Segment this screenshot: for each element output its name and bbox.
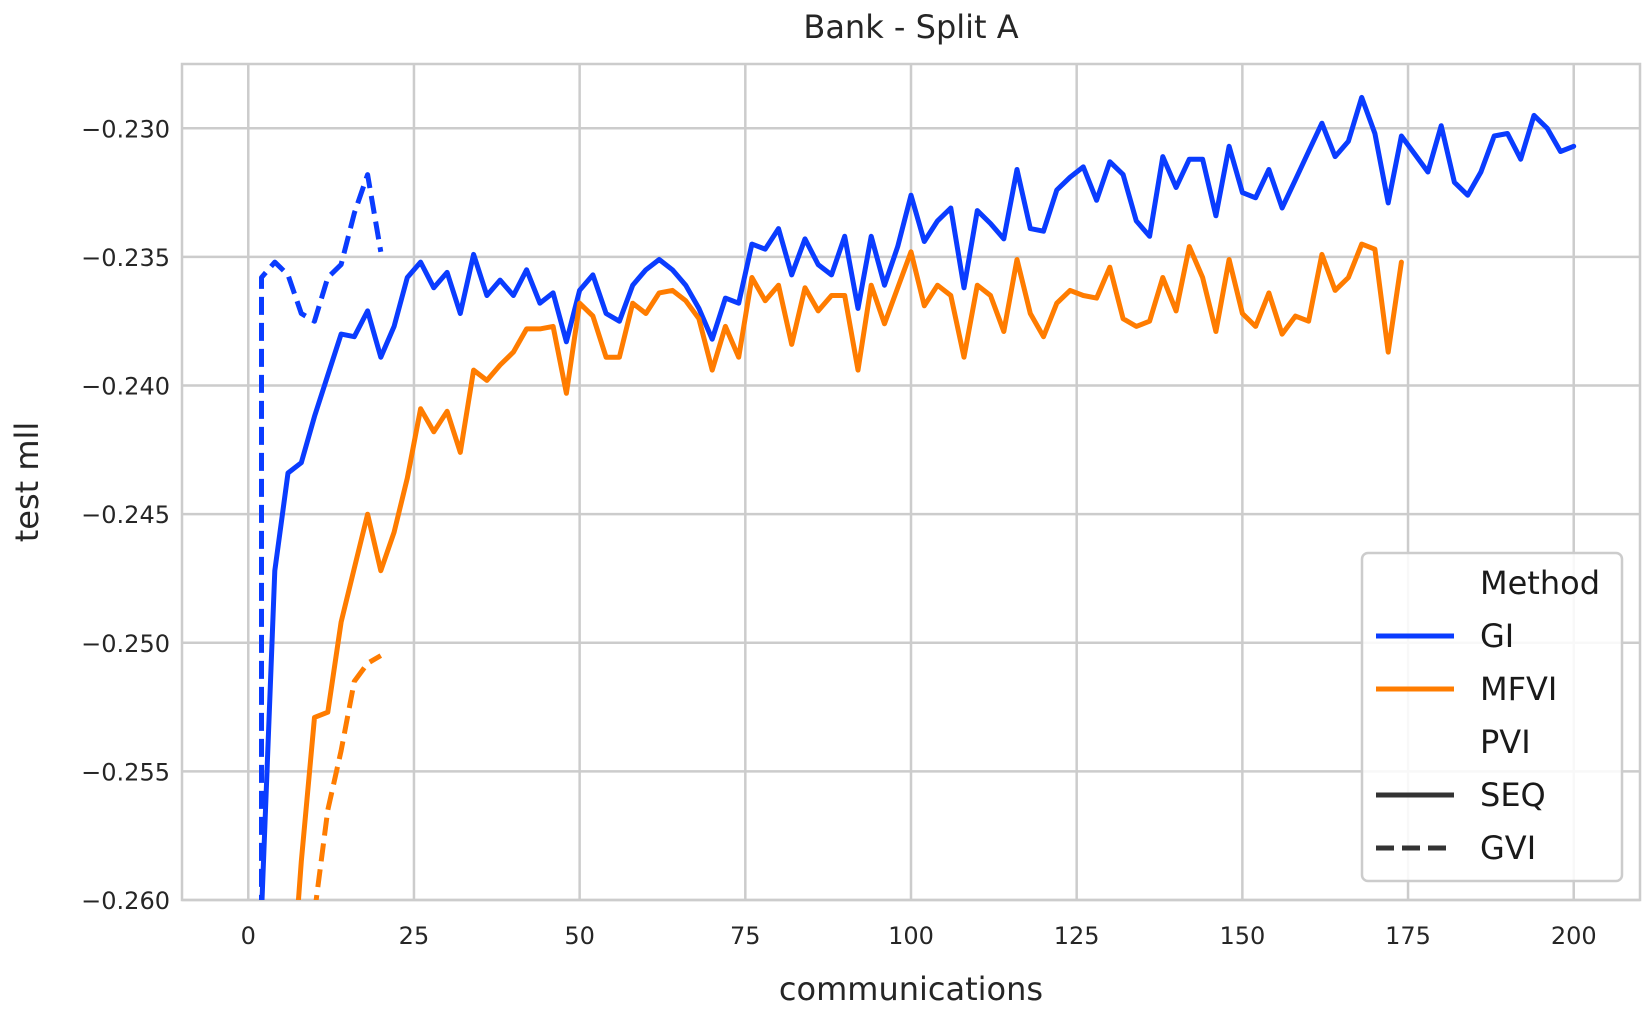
- x-tick-label: 200: [1551, 922, 1597, 950]
- y-tick-label: −0.260: [81, 887, 170, 915]
- plot-frame: [180, 62, 1642, 902]
- x-tick-label: 100: [888, 922, 934, 950]
- y-tick-label: −0.230: [81, 115, 170, 143]
- x-axis-ticks: 0 25 50 75 100 125 150 175 200: [241, 922, 1597, 950]
- x-tick-label: 25: [399, 922, 430, 950]
- y-axis-ticks: −0.260 −0.255 −0.250 −0.245 −0.240 −0.235 −0.2…: [81, 115, 170, 915]
- chart-title: Bank - Split A: [803, 8, 1018, 46]
- legend-label-seq: SEQ: [1480, 776, 1546, 814]
- y-tick-label: −0.255: [81, 758, 170, 786]
- x-tick-label: 175: [1385, 922, 1431, 950]
- x-tick-label: 150: [1219, 922, 1265, 950]
- x-tick-label: 50: [564, 922, 595, 950]
- legend-label-gvi: GVI: [1480, 829, 1536, 867]
- legend-label-method: Method: [1480, 564, 1600, 602]
- legend: Method GI MFVI PVI SEQ GVI: [1360, 551, 1624, 883]
- legend-label-gi: GI: [1480, 617, 1514, 655]
- series-layer: [259, 94, 1577, 900]
- y-tick-label: −0.250: [81, 630, 170, 658]
- x-axis-label: communications: [779, 970, 1043, 1008]
- y-tick-label: −0.240: [81, 373, 170, 401]
- y-tick-label: −0.245: [81, 501, 170, 529]
- series-line-mfvi-gvi: [313, 653, 383, 900]
- legend-label-pvi: PVI: [1480, 723, 1531, 761]
- x-tick-label: 75: [730, 922, 761, 950]
- y-tick-label: −0.235: [81, 244, 170, 272]
- x-tick-label: 125: [1054, 922, 1100, 950]
- x-tick-label: 0: [241, 922, 256, 950]
- series-line-gi-gvi: [259, 172, 384, 900]
- y-axis-label: test mll: [8, 422, 46, 543]
- series-line-mfvi-seq: [295, 241, 1404, 900]
- series-line-gi-seq: [259, 94, 1577, 900]
- legend-label-mfvi: MFVI: [1480, 670, 1557, 708]
